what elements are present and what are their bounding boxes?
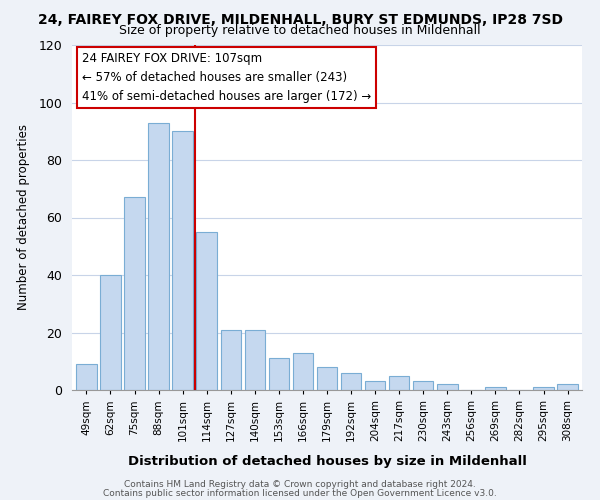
Bar — [172, 131, 193, 390]
Bar — [221, 330, 241, 390]
Bar — [365, 382, 385, 390]
Bar — [124, 198, 145, 390]
Bar — [437, 384, 458, 390]
Bar — [196, 232, 217, 390]
Text: Contains public sector information licensed under the Open Government Licence v3: Contains public sector information licen… — [103, 488, 497, 498]
Text: Contains HM Land Registry data © Crown copyright and database right 2024.: Contains HM Land Registry data © Crown c… — [124, 480, 476, 489]
Bar — [389, 376, 409, 390]
Text: Size of property relative to detached houses in Mildenhall: Size of property relative to detached ho… — [119, 24, 481, 37]
Bar — [413, 382, 433, 390]
Bar — [533, 387, 554, 390]
Bar — [557, 384, 578, 390]
Text: 24 FAIREY FOX DRIVE: 107sqm
← 57% of detached houses are smaller (243)
41% of se: 24 FAIREY FOX DRIVE: 107sqm ← 57% of det… — [82, 52, 371, 103]
Bar — [317, 367, 337, 390]
Bar — [100, 275, 121, 390]
Bar — [269, 358, 289, 390]
Bar — [76, 364, 97, 390]
Bar — [148, 122, 169, 390]
Text: 24, FAIREY FOX DRIVE, MILDENHALL, BURY ST EDMUNDS, IP28 7SD: 24, FAIREY FOX DRIVE, MILDENHALL, BURY S… — [37, 12, 563, 26]
Bar — [293, 352, 313, 390]
Bar — [245, 330, 265, 390]
X-axis label: Distribution of detached houses by size in Mildenhall: Distribution of detached houses by size … — [128, 455, 526, 468]
Bar — [341, 373, 361, 390]
Bar — [485, 387, 506, 390]
Y-axis label: Number of detached properties: Number of detached properties — [17, 124, 30, 310]
